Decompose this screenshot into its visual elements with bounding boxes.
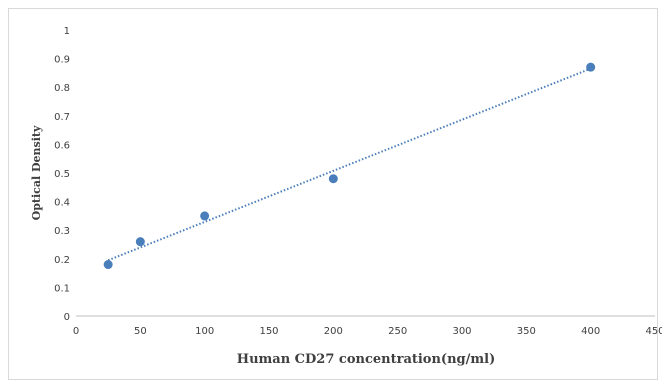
- y-tick-label: 0.8: [54, 83, 70, 94]
- y-tick-label: 0.7: [54, 112, 70, 123]
- x-tick-label: 350: [517, 326, 536, 337]
- data-point: [200, 211, 210, 221]
- data-point: [103, 260, 113, 270]
- y-tick-label: 0.3: [54, 226, 70, 237]
- x-tick-label: 450: [645, 326, 662, 337]
- y-tick-label: 0.1: [54, 283, 70, 294]
- trendline: [107, 67, 592, 262]
- x-tick-label: 100: [195, 326, 214, 337]
- y-tick-label: 0.5: [54, 169, 70, 180]
- y-tick-label: 0.6: [54, 140, 70, 151]
- x-tick-label: 200: [324, 326, 343, 337]
- x-tick-label: 400: [581, 326, 600, 337]
- x-tick-label: 250: [388, 326, 407, 337]
- x-axis-title: Human CD27 concentration(ng/ml): [237, 352, 495, 367]
- y-axis-title: Optical Density: [30, 125, 43, 220]
- x-tick-label: 50: [134, 326, 147, 337]
- x-tick-label: 0: [73, 326, 79, 337]
- chart-area: [8, 8, 658, 380]
- y-tick-label: 0: [64, 312, 70, 323]
- data-points: [103, 62, 596, 270]
- y-tick-label: 0.9: [54, 55, 70, 66]
- data-point: [586, 62, 596, 72]
- x-tick-label: 150: [259, 326, 278, 337]
- data-point: [135, 237, 145, 247]
- x-tick-label: 300: [452, 326, 471, 337]
- y-tick-label: 0.4: [54, 198, 70, 209]
- y-tick-labels: 0 0.1 0.2 0.3 0.4 0.5 0.6 0.7 0.8 0.9 1: [54, 26, 70, 323]
- data-point: [328, 174, 338, 184]
- y-tick-label: 0.2: [54, 255, 70, 266]
- y-tick-label: 1: [64, 26, 70, 37]
- x-tick-labels: 0 50 100 150 200 250 300 350 400 450: [73, 326, 662, 337]
